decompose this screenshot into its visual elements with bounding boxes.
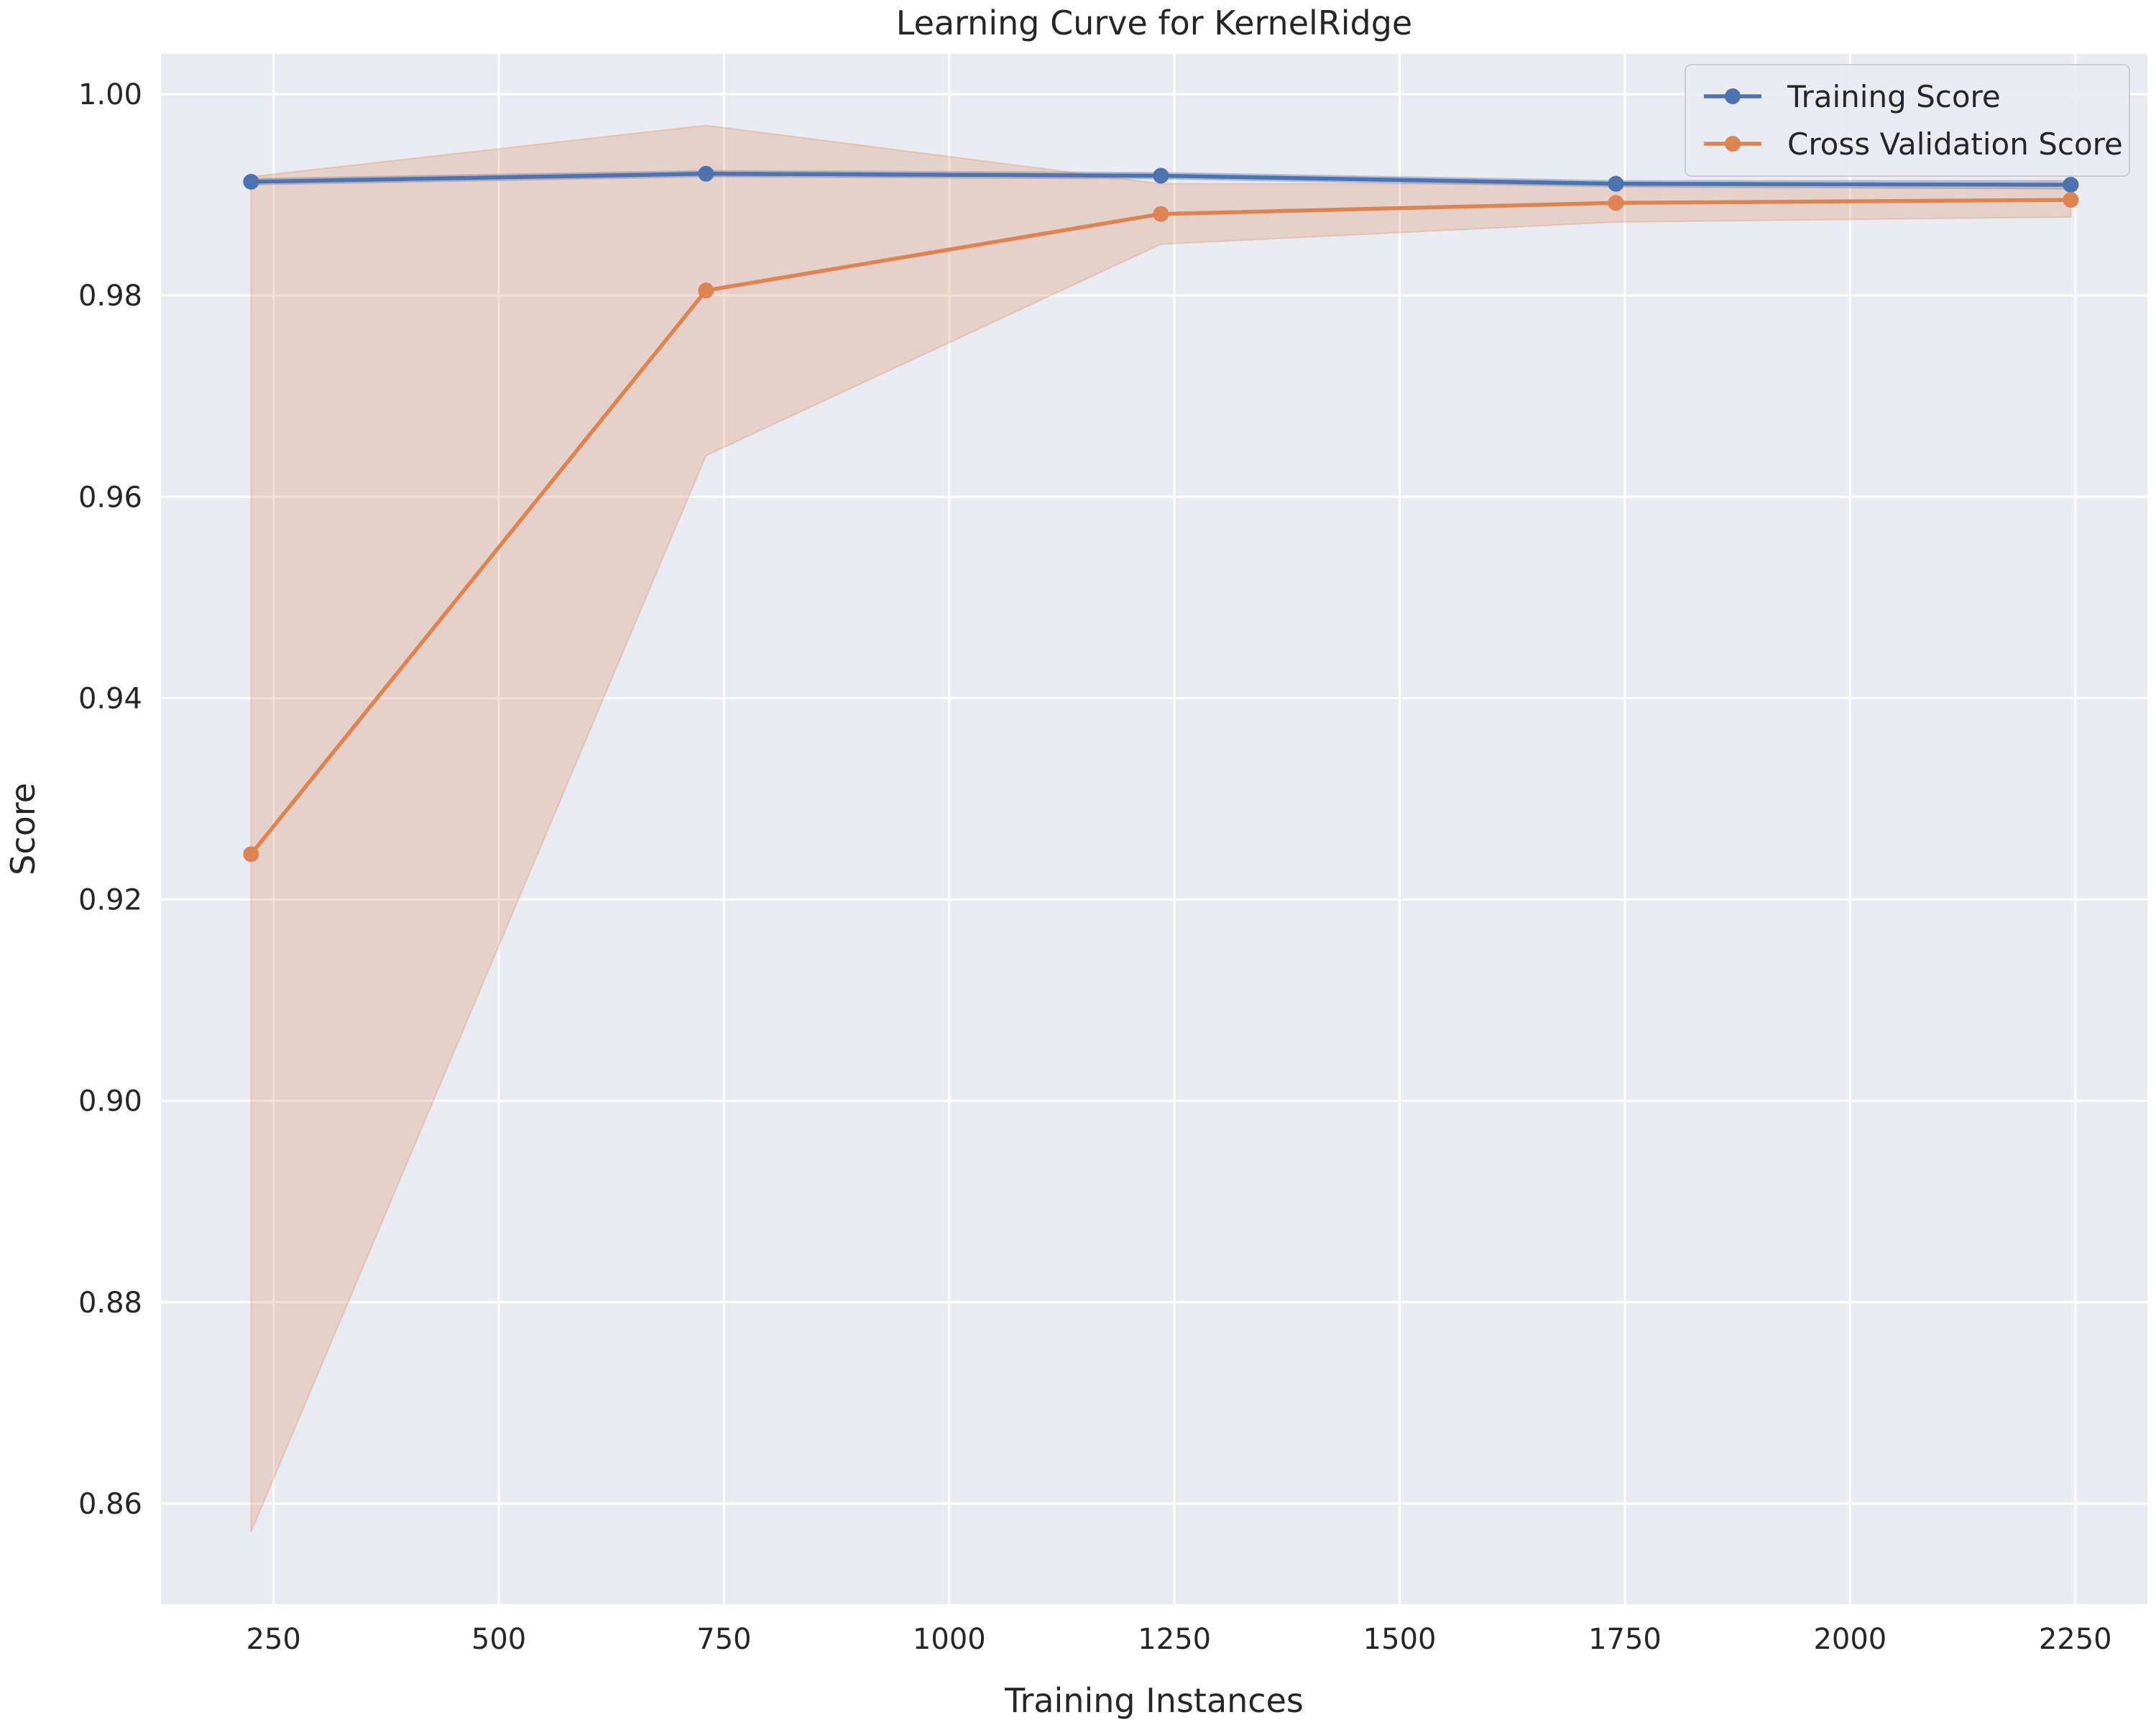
legend-box [1685, 64, 2130, 177]
y-tick-label: 0.94 [78, 682, 142, 715]
legend-marker [1725, 88, 1741, 104]
y-tick-label: 0.86 [78, 1488, 142, 1521]
data-point-1 [243, 846, 259, 862]
y-tick-label: 0.98 [78, 280, 142, 313]
data-point-1 [1153, 206, 1169, 222]
legend-entry-label: Cross Validation Score [1787, 126, 2123, 162]
legend: Training Score Cross Validation Score [1685, 64, 2130, 177]
x-tick-label: 1000 [913, 1623, 986, 1656]
legend-entry-label: Training Score [1787, 79, 2001, 114]
y-tick-label: 0.92 [78, 884, 142, 917]
confidence-band-1 [250, 124, 2072, 1532]
x-tick-label: 1750 [1588, 1623, 1662, 1656]
data-point-0 [698, 165, 714, 182]
x-tick-label: 1500 [1363, 1623, 1437, 1656]
plot-area [161, 54, 2147, 1604]
x-tick-label: 2250 [2039, 1623, 2112, 1656]
y-tick-label: 0.90 [78, 1085, 142, 1118]
y-tick-label: 1.00 [78, 78, 142, 111]
y-tick-label: 0.96 [78, 481, 142, 514]
data-point-1 [1608, 195, 1624, 211]
y-axis-label: Score [4, 783, 42, 875]
x-tick-label: 500 [471, 1623, 526, 1656]
data-point-0 [243, 173, 259, 190]
x-tick-label: 1250 [1138, 1623, 1211, 1656]
x-tick-label: 750 [696, 1623, 751, 1656]
y-tick-label: 0.88 [78, 1287, 142, 1320]
data-point-0 [2063, 177, 2079, 193]
data-point-0 [1608, 175, 1624, 192]
x-tick-label: 250 [247, 1623, 301, 1656]
x-tick-label: 2000 [1813, 1623, 1886, 1656]
data-point-1 [2063, 192, 2079, 208]
x-tick-labels: 250 500 750 1000 1250 1500 1750 2000 2250 [247, 1623, 2112, 1656]
x-axis-label: Training Instances [1004, 1681, 1304, 1720]
legend-marker [1725, 136, 1741, 152]
data-point-0 [1153, 167, 1169, 184]
y-tick-labels: 0.86 0.88 0.90 0.92 0.94 0.96 0.98 1.00 [78, 78, 142, 1521]
chart-title: Learning Curve for KernelRidge [896, 4, 1412, 42]
data-point-1 [698, 282, 714, 299]
series-points [243, 165, 2079, 862]
